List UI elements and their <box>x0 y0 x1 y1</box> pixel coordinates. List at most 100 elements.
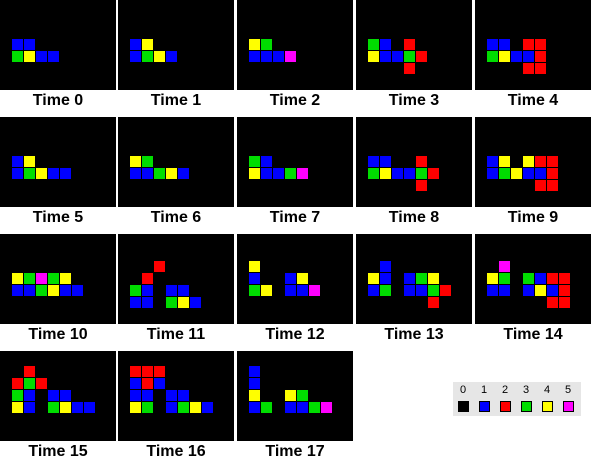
grid-cell <box>12 273 23 284</box>
grid-cell <box>499 39 510 50</box>
grid-cell <box>166 297 177 308</box>
grid-cell <box>249 285 260 296</box>
grid-cell <box>24 273 35 284</box>
grid-cell <box>130 168 141 179</box>
grid-cell <box>166 168 177 179</box>
grid-cell <box>178 285 189 296</box>
grid-cell <box>130 285 141 296</box>
grid-cell <box>142 285 153 296</box>
grid-cell <box>249 378 260 389</box>
grid-cell <box>487 168 498 179</box>
grid-cell <box>166 285 177 296</box>
grid-cell <box>499 261 510 272</box>
legend-value: 3 <box>522 384 530 396</box>
grid-cell <box>309 285 320 296</box>
grid-cell <box>416 156 427 167</box>
grid-cell <box>261 39 272 50</box>
grid-cell <box>249 168 260 179</box>
grid-cell <box>130 390 141 401</box>
grid-cell <box>404 63 415 74</box>
grid-cell <box>130 402 141 413</box>
legend-value: 1 <box>480 384 488 396</box>
legend-entry: 2 <box>495 382 515 416</box>
frame-label: Time 3 <box>388 92 440 109</box>
grid-cell <box>261 156 272 167</box>
grid-cell <box>511 51 522 62</box>
frame-label: Time 1 <box>150 92 202 109</box>
frame-canvas <box>118 351 234 441</box>
legend-value: 4 <box>543 384 551 396</box>
grid-cell <box>60 390 71 401</box>
grid-cell <box>321 402 332 413</box>
grid-cell <box>285 273 296 284</box>
grid-cell <box>547 180 558 191</box>
legend-swatch <box>500 401 511 412</box>
grid-cell <box>547 285 558 296</box>
grid-cell <box>297 285 308 296</box>
grid-cell <box>368 156 379 167</box>
grid-cell <box>154 261 165 272</box>
grid-cell <box>404 273 415 284</box>
frame-canvas <box>0 117 116 207</box>
legend-entry: 4 <box>537 382 557 416</box>
grid-cell <box>249 39 260 50</box>
grid-cell <box>142 297 153 308</box>
grid-cell <box>309 402 320 413</box>
grid-cell <box>166 51 177 62</box>
grid-cell <box>499 285 510 296</box>
grid-cell <box>48 402 59 413</box>
grid-cell <box>36 168 47 179</box>
frame-canvas <box>237 117 353 207</box>
grid-cell <box>285 168 296 179</box>
grid-cell <box>297 390 308 401</box>
grid-cell <box>48 285 59 296</box>
grid-cell <box>24 378 35 389</box>
color-legend: 0 1 2 3 4 5 <box>453 382 581 416</box>
frame-canvas <box>237 351 353 441</box>
frame-canvas <box>0 351 116 441</box>
grid-cell <box>487 156 498 167</box>
grid-cell <box>12 168 23 179</box>
grid-cell <box>416 168 427 179</box>
frame-label: Time 4 <box>507 92 559 109</box>
grid-cell <box>523 51 534 62</box>
grid-cell <box>428 168 439 179</box>
grid-cell <box>499 168 510 179</box>
grid-cell <box>24 366 35 377</box>
grid-cell <box>547 273 558 284</box>
frame-label: Time 15 <box>28 443 88 460</box>
legend-entry: 1 <box>474 382 494 416</box>
grid-cell <box>12 390 23 401</box>
frame-label: Time 7 <box>269 209 321 226</box>
legend-swatch <box>542 401 553 412</box>
legend-entry: 0 <box>453 382 473 416</box>
grid-cell <box>130 39 141 50</box>
grid-cell <box>273 168 284 179</box>
grid-cell <box>261 51 272 62</box>
grid-cell <box>36 51 47 62</box>
grid-cell <box>404 39 415 50</box>
grid-cell <box>12 378 23 389</box>
grid-cell <box>24 156 35 167</box>
frame-canvas <box>237 234 353 324</box>
grid-cell <box>48 273 59 284</box>
grid-cell <box>487 51 498 62</box>
grid-cell <box>285 285 296 296</box>
grid-cell <box>142 378 153 389</box>
grid-cell <box>249 402 260 413</box>
grid-cell <box>142 39 153 50</box>
grid-cell <box>523 63 534 74</box>
grid-cell <box>249 390 260 401</box>
grid-cell <box>24 168 35 179</box>
grid-cell <box>404 51 415 62</box>
grid-cell <box>273 51 284 62</box>
frame-canvas <box>0 0 116 90</box>
grid-cell <box>36 285 47 296</box>
grid-cell <box>297 402 308 413</box>
grid-cell <box>535 168 546 179</box>
grid-cell <box>392 51 403 62</box>
grid-cell <box>523 273 534 284</box>
frame-label: Time 6 <box>150 209 202 226</box>
frame-label: Time 17 <box>265 443 325 460</box>
